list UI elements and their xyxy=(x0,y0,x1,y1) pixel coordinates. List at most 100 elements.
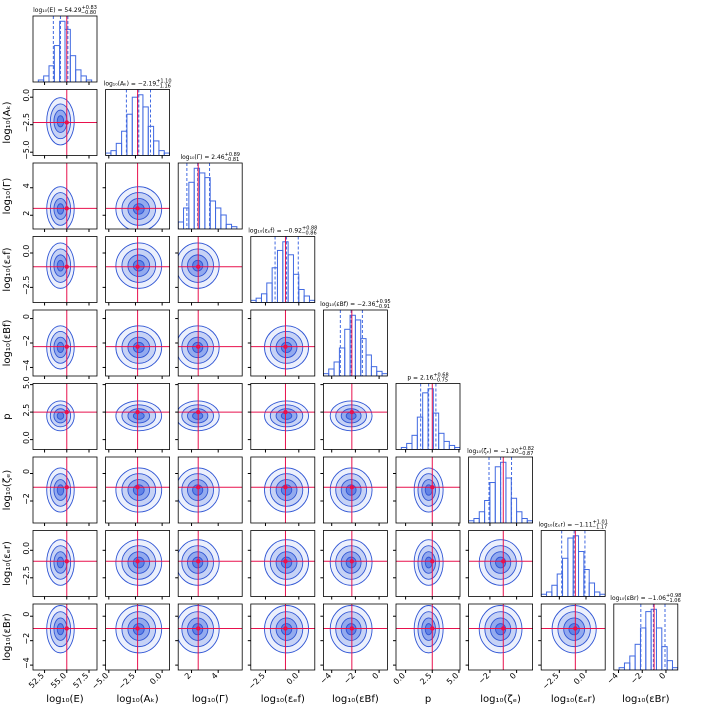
panel xyxy=(177,162,243,232)
panel-title: log₁₀(εBr) = −1.06+0.98 −1.06 xyxy=(610,593,681,604)
y-axis-label: log₁₀(Aₖ) xyxy=(2,101,13,143)
y-tick-label: 0 xyxy=(22,469,31,474)
contour xyxy=(56,411,65,420)
panel-content xyxy=(250,236,315,303)
panel-content xyxy=(33,163,97,229)
panel-content xyxy=(323,457,388,523)
title-upper: +0.68 xyxy=(433,373,448,379)
panel-title: log₁₀(εₑf) = −0.92+0.88 −0.86 xyxy=(248,226,317,237)
contour xyxy=(56,556,65,569)
panel-frame xyxy=(250,530,316,597)
panel xyxy=(175,530,243,600)
hist-bar xyxy=(220,214,227,229)
panel xyxy=(395,383,461,453)
panel-frame xyxy=(105,383,170,450)
y-tick-label: 0.0 xyxy=(22,431,31,444)
hist-bar xyxy=(260,293,268,303)
y-tick-label: 0 xyxy=(22,612,31,617)
panel-content xyxy=(105,530,170,597)
x-tick-label: −2 xyxy=(629,671,644,686)
truth-point xyxy=(135,559,140,564)
y-axis-label: log₁₀(εₑr) xyxy=(2,541,13,586)
panel-content xyxy=(178,383,243,450)
panel-frame xyxy=(468,456,534,524)
title-lower: −0.75 xyxy=(433,378,448,384)
panel: −2.5 0.0 log₁₀(εₑr) xyxy=(538,603,606,705)
panel-content xyxy=(541,604,606,670)
truth-point xyxy=(430,626,435,631)
panel-content xyxy=(33,604,97,670)
panel-frame xyxy=(177,383,243,450)
hist-bar xyxy=(158,150,165,156)
y-tick-label: −2.5 xyxy=(22,276,31,295)
truth-point xyxy=(196,485,201,490)
hist-bar xyxy=(594,591,601,597)
hist-bar xyxy=(510,497,518,523)
panel-frame xyxy=(177,603,243,671)
panel-frame xyxy=(177,162,243,230)
truth-point xyxy=(64,626,69,631)
hist-bar xyxy=(142,106,149,156)
panel-frame xyxy=(613,603,679,671)
title-main: log₁₀(Aₖ) = −2.19 xyxy=(104,81,157,88)
panel-frame xyxy=(468,530,534,597)
panel-content xyxy=(105,310,170,376)
panel-title: log₁₀(εBf) = −2.36+0.95 −0.91 xyxy=(320,299,391,310)
panel xyxy=(320,456,388,526)
panel: 0.0 2.5 5.0 p xyxy=(392,603,461,705)
panel-frame xyxy=(322,456,388,524)
hist-bar xyxy=(666,660,673,670)
x-tick-label: −2.5 xyxy=(541,671,561,691)
hist-bar xyxy=(69,55,77,82)
contour xyxy=(56,341,65,353)
panel-content xyxy=(33,383,97,450)
panel-frame xyxy=(322,309,388,377)
panel xyxy=(393,530,461,600)
panel-content xyxy=(396,457,460,523)
hist-bar xyxy=(53,45,61,82)
x-axis-label: log₁₀(E) xyxy=(46,694,83,705)
title-upper: +0.98 xyxy=(666,593,681,599)
truth-point xyxy=(349,409,355,415)
panel-title: log₁₀(ζₑ) = −1.20+0.82 −0.87 xyxy=(467,446,534,457)
hist-bar xyxy=(110,150,117,156)
panel xyxy=(247,383,316,453)
panel xyxy=(250,236,316,306)
panel-content xyxy=(250,383,315,450)
panel-frame xyxy=(250,603,316,671)
panel-frame xyxy=(105,89,170,156)
panel-frame xyxy=(322,603,388,671)
hist-bar xyxy=(588,582,596,597)
panel-content xyxy=(468,457,533,523)
y-axis-label: log₁₀(ζₑ) xyxy=(2,470,13,511)
hist-bar xyxy=(153,140,160,156)
hist-bar xyxy=(193,167,201,229)
title-upper: +0.82 xyxy=(519,446,534,452)
x-axis-label: log₁₀(Aₖ) xyxy=(117,694,159,705)
y-tick-label: −2.5 xyxy=(22,113,31,132)
panel-content xyxy=(105,604,170,670)
x-tick-label: 0.0 xyxy=(572,671,587,686)
hist-bar xyxy=(448,444,456,450)
hist-bar xyxy=(276,249,284,303)
panel-content xyxy=(618,604,678,670)
panel-frame xyxy=(105,309,170,377)
truth-point xyxy=(135,485,140,490)
hist-bar xyxy=(354,319,362,376)
hist-bar xyxy=(183,207,190,229)
panel-content xyxy=(323,604,388,670)
hist-bar xyxy=(546,591,553,597)
hist-bar xyxy=(131,96,139,156)
truth-point xyxy=(349,626,355,631)
panel-frame xyxy=(105,456,170,524)
panel-content xyxy=(468,530,533,597)
panel-content xyxy=(323,530,388,597)
panel-frame xyxy=(177,309,243,377)
hist-bar xyxy=(623,662,631,670)
contour xyxy=(56,203,65,215)
title-lower: −0.87 xyxy=(518,451,533,457)
contour xyxy=(56,623,65,636)
y-tick-label: −2 xyxy=(22,493,31,505)
x-tick-label: −2 xyxy=(477,671,492,686)
